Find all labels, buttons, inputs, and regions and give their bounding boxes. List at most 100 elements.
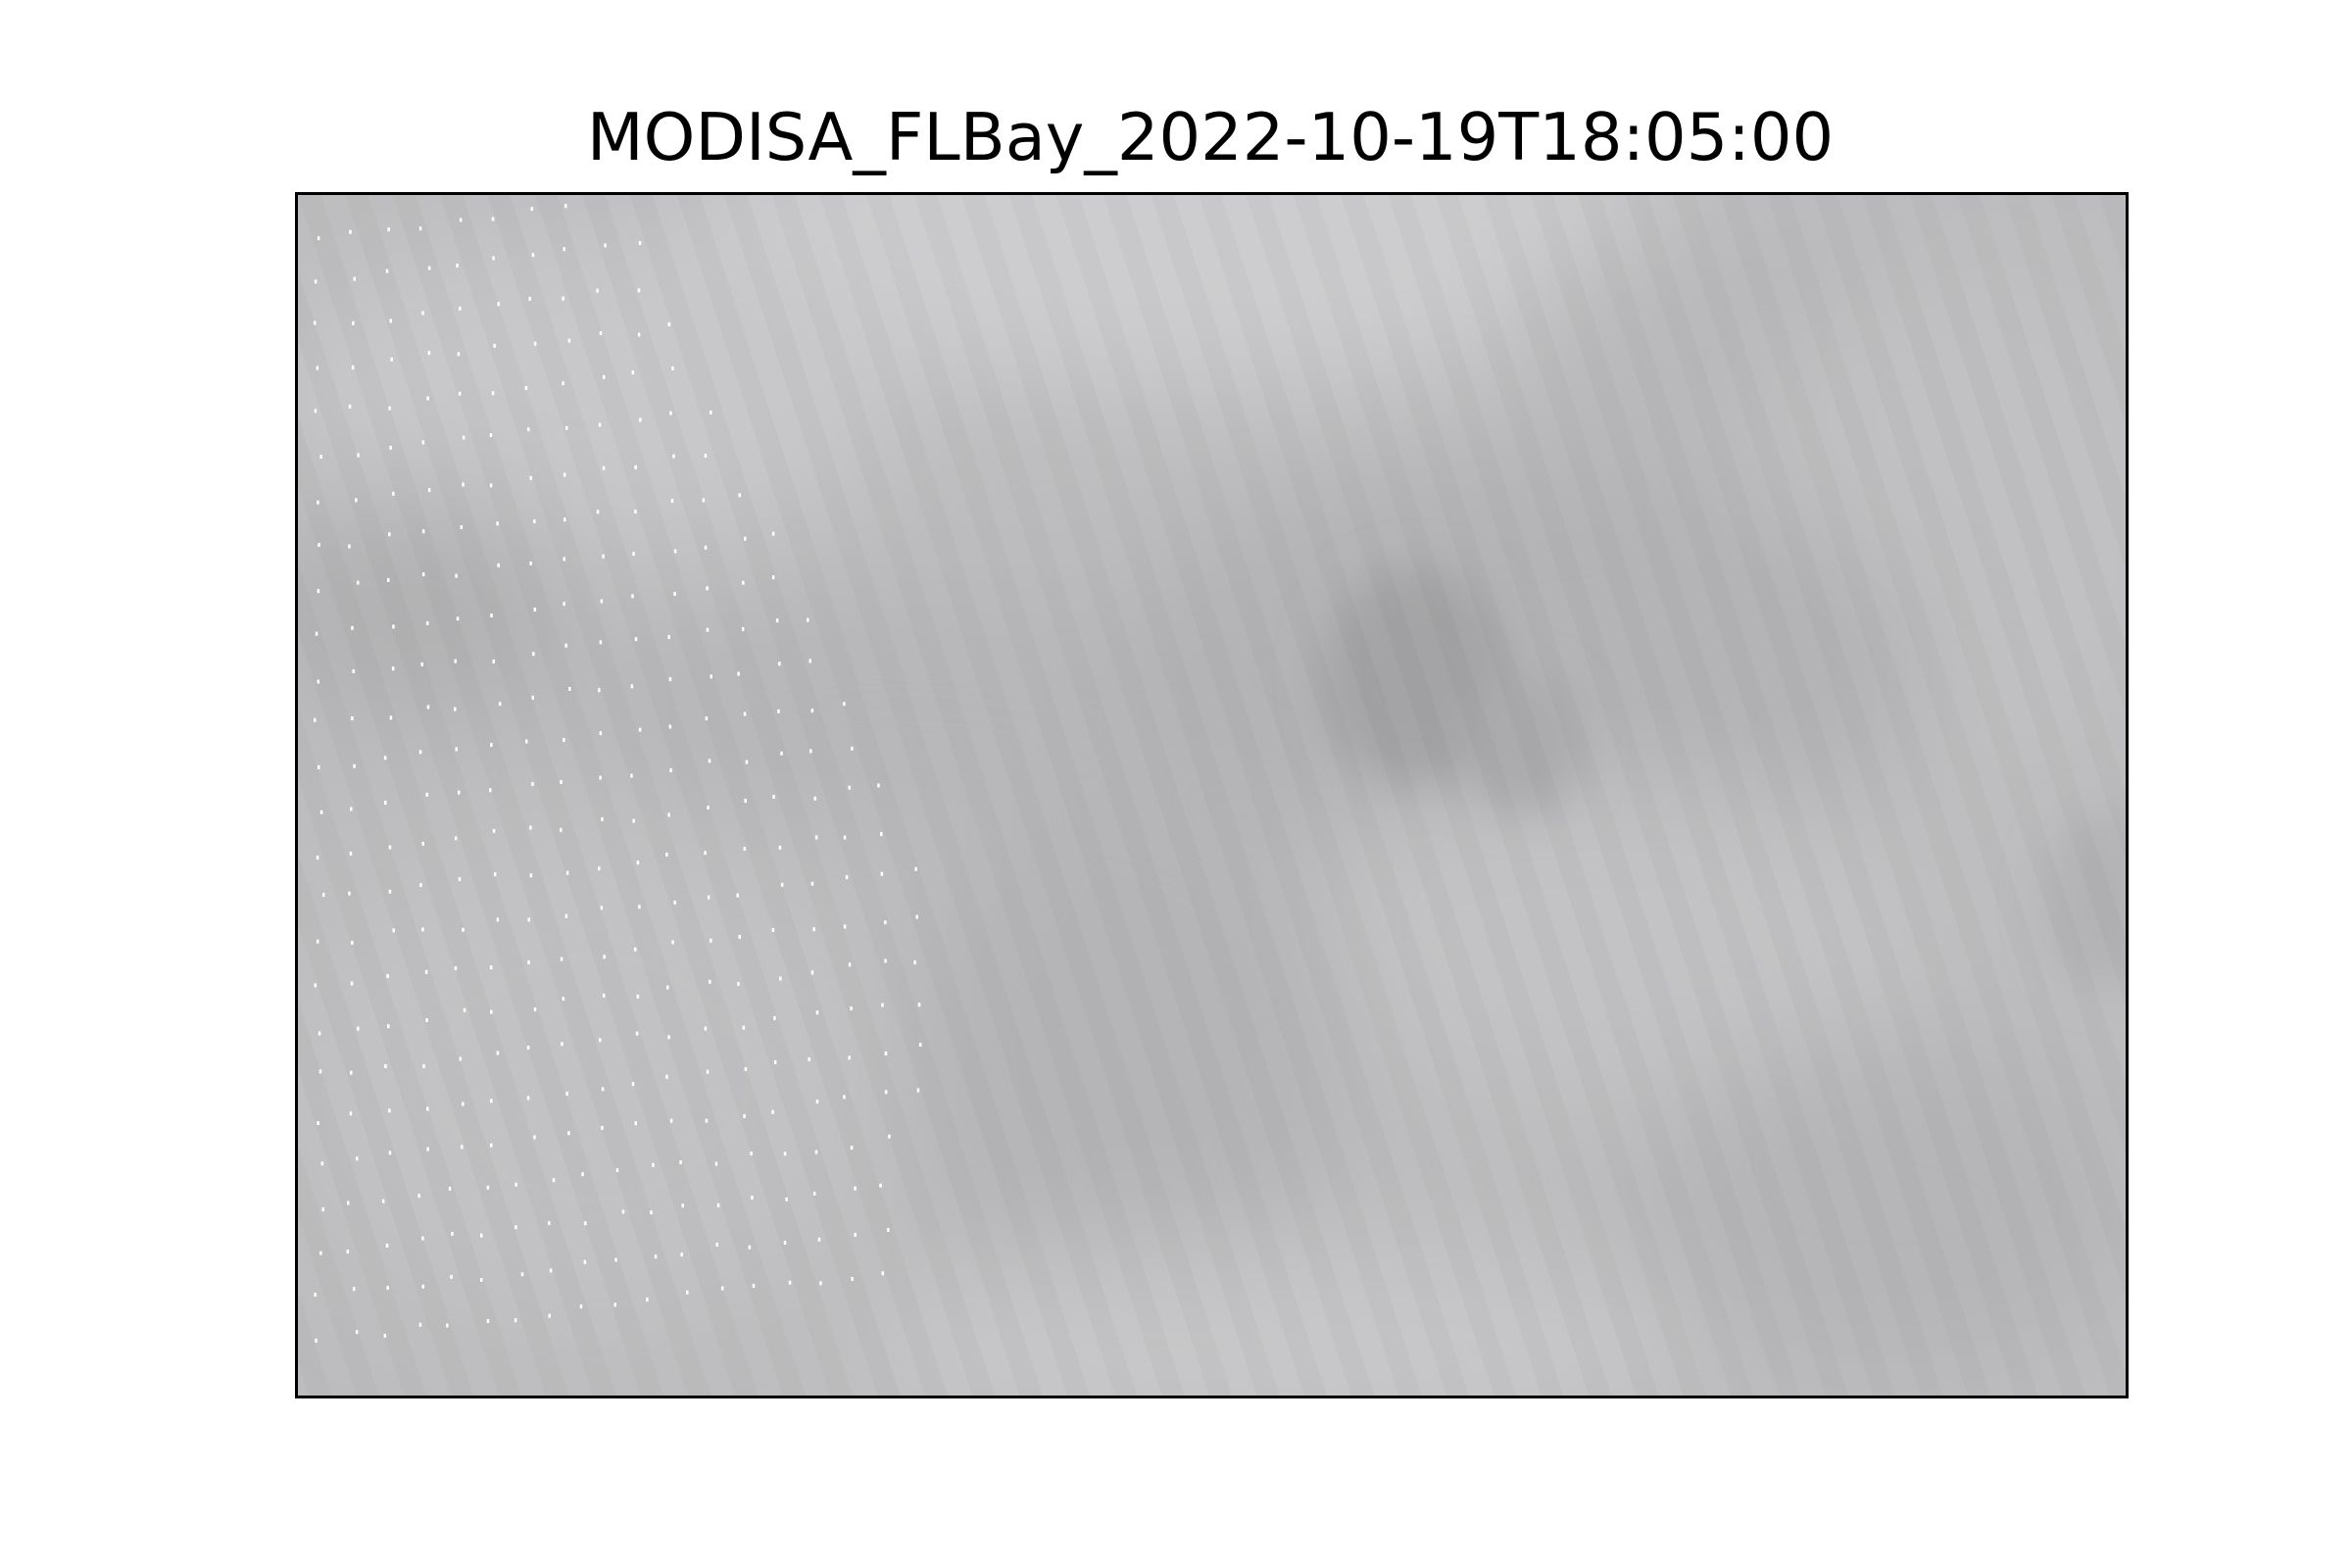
speckle-dot <box>598 422 602 427</box>
speckle-dot <box>599 331 603 336</box>
speckle-dot <box>634 1121 637 1126</box>
speckle-dot <box>815 1010 819 1015</box>
speckle-dot <box>454 707 457 711</box>
speckle-dot <box>646 1298 649 1302</box>
speckle-dot <box>631 370 635 375</box>
speckle-dot <box>533 341 537 346</box>
speckle-dot <box>459 1056 462 1061</box>
speckle-dot <box>884 1052 888 1055</box>
speckle-dot <box>355 1330 359 1335</box>
speckle-dot <box>773 1059 777 1064</box>
satellite-image <box>298 195 2126 1396</box>
figure-title: MODISA_FLBay_2022-10-19T18:05:00 <box>586 99 1835 175</box>
speckle-dot <box>427 351 431 356</box>
speckle-dot <box>457 352 461 357</box>
speckle-dot <box>455 573 458 578</box>
speckle-dot <box>562 381 564 386</box>
speckle-dot <box>351 716 354 720</box>
speckle-dot <box>599 640 603 645</box>
speckle-dot <box>317 1121 319 1125</box>
speckle-dot <box>751 1196 754 1200</box>
speckle-dot <box>386 974 389 978</box>
speckle-dot <box>673 549 677 554</box>
speckle-dot <box>565 870 569 875</box>
speckle-dot <box>314 983 317 988</box>
speckle-dot <box>560 956 564 961</box>
speckle-dot <box>843 924 847 929</box>
speckle-dot <box>881 1003 884 1007</box>
speckle-dot <box>668 724 672 729</box>
speckle-dot <box>533 519 536 523</box>
speckle-dot <box>634 465 637 469</box>
speckle-dot <box>632 552 635 557</box>
speckle-dot <box>388 1108 391 1113</box>
speckle-dot <box>771 928 775 932</box>
speckle-dot <box>520 1272 524 1277</box>
speckle-dot <box>601 1125 604 1130</box>
speckle-dot <box>879 1183 882 1188</box>
speckle-dot <box>843 1095 846 1100</box>
speckle-dot <box>391 666 395 671</box>
speckle-dot <box>815 1100 819 1103</box>
speckle-dot <box>533 1007 537 1011</box>
speckle-dot <box>317 500 319 505</box>
speckle-dot <box>771 575 775 580</box>
speckle-dot <box>602 374 606 379</box>
speckle-dot <box>532 652 535 657</box>
speckle-dot <box>491 217 495 221</box>
speckle-dot <box>780 882 784 887</box>
speckle-dot <box>531 253 535 258</box>
speckle-dot <box>565 425 568 430</box>
speckle-dot <box>319 455 322 459</box>
speckle-dot <box>736 893 739 898</box>
speckle-dot <box>562 296 564 301</box>
speckle-dot <box>491 391 495 396</box>
speckle-dot <box>424 969 428 974</box>
speckle-dot <box>421 927 424 932</box>
speckle-dot <box>353 763 356 768</box>
speckle-dot <box>603 955 606 959</box>
speckle-dot <box>318 764 320 769</box>
speckle-dot <box>314 1293 317 1298</box>
speckle-dot <box>421 1236 424 1241</box>
speckle-dot <box>496 917 500 922</box>
speckle-dot <box>531 782 534 786</box>
speckle-dot <box>785 1197 788 1201</box>
speckle-dot <box>568 687 571 691</box>
speckle-dot <box>350 981 354 986</box>
speckle-dot <box>489 433 493 437</box>
speckle-dot <box>817 1237 821 1242</box>
speckle-dot <box>549 1268 553 1273</box>
speckle-dot <box>490 613 493 618</box>
speckle-dot <box>621 1209 625 1214</box>
speckle-dot <box>421 311 424 316</box>
speckle-dot <box>317 589 320 594</box>
speckle-dot <box>888 1134 891 1139</box>
speckle-dot <box>654 1254 658 1259</box>
speckle-dot <box>496 1051 500 1055</box>
speckle-dot <box>778 662 781 666</box>
speckle-dot <box>745 760 749 764</box>
speckle-dot <box>389 715 393 720</box>
speckle-dot <box>750 1152 753 1155</box>
speckle-dot <box>314 717 317 722</box>
speckle-dot <box>671 366 674 370</box>
speckle-dot <box>670 499 674 503</box>
speckle-dot <box>552 1178 556 1183</box>
speckle-dot <box>599 1038 602 1043</box>
speckle-dot <box>387 577 390 582</box>
speckle-dot <box>581 1172 584 1177</box>
speckle-dot <box>462 435 466 440</box>
speckle-dot <box>560 827 563 832</box>
speckle-dot <box>848 785 851 790</box>
speckle-dot <box>652 1162 655 1167</box>
speckle-dot <box>615 1168 619 1173</box>
speckle-dot <box>877 783 880 788</box>
speckle-dot <box>638 727 642 732</box>
speckle-dot <box>783 1152 787 1156</box>
speckle-dot <box>771 1109 774 1114</box>
speckle-dot <box>880 832 883 837</box>
speckle-dot <box>560 779 563 784</box>
speckle-dot <box>808 1056 810 1061</box>
satellite-image-frame <box>295 192 2129 1398</box>
